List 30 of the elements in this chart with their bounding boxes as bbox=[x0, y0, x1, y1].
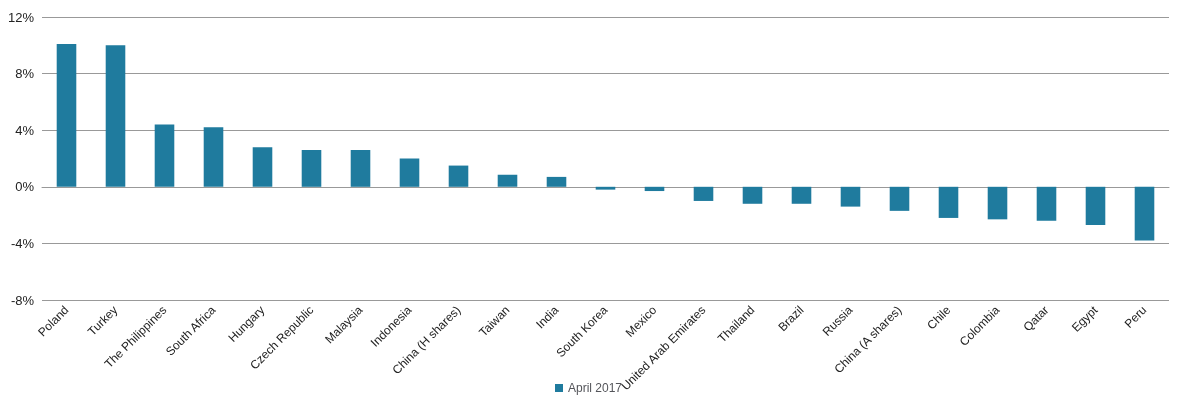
y-tick-label: 12% bbox=[7, 9, 35, 25]
bar bbox=[497, 174, 518, 187]
bar bbox=[546, 176, 567, 187]
bar bbox=[791, 186, 812, 204]
bar bbox=[644, 186, 665, 192]
legend-label: April 2017 bbox=[567, 381, 623, 395]
bar bbox=[987, 186, 1008, 220]
y-tick-label: 0% bbox=[15, 179, 35, 195]
y-tick-label: 8% bbox=[15, 66, 35, 82]
bar bbox=[1085, 186, 1106, 226]
bar bbox=[399, 158, 420, 187]
bar bbox=[448, 165, 469, 187]
bar bbox=[693, 186, 714, 201]
bar bbox=[1036, 186, 1057, 221]
y-tick-label: -8% bbox=[10, 292, 35, 308]
bar bbox=[350, 150, 371, 187]
bar bbox=[595, 186, 616, 190]
bar bbox=[301, 150, 322, 187]
bar bbox=[154, 124, 175, 187]
bar bbox=[252, 147, 273, 187]
y-tick-label: 4% bbox=[15, 122, 35, 138]
bar bbox=[742, 186, 763, 204]
y-tick-label: -4% bbox=[10, 235, 35, 251]
bar bbox=[203, 127, 224, 187]
bar bbox=[105, 45, 126, 187]
bar bbox=[840, 186, 861, 207]
bar bbox=[56, 43, 77, 187]
bar bbox=[889, 186, 910, 211]
bar bbox=[1134, 186, 1155, 241]
bar bbox=[938, 186, 959, 218]
